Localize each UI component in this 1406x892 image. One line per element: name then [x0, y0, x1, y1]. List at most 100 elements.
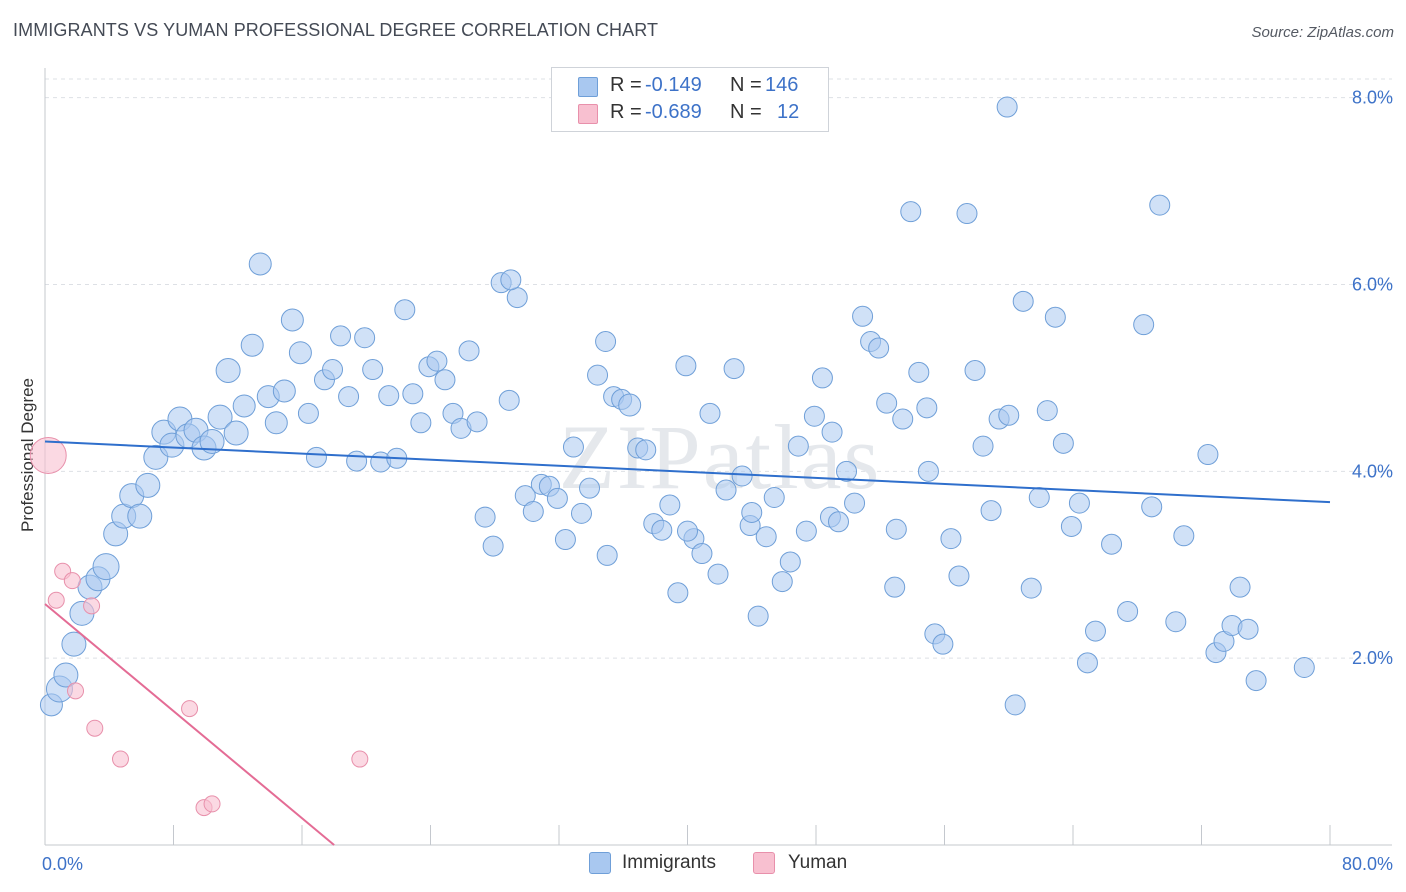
immigrants-point: [1293, 657, 1315, 679]
immigrants-point: [667, 582, 689, 604]
immigrants-trend-line: [44, 440, 1331, 504]
immigrants-point: [53, 662, 79, 688]
immigrants-point: [980, 500, 1002, 522]
y-tick-label: 8.0%: [1352, 88, 1393, 108]
immigrants-point: [691, 543, 713, 565]
immigrants-point: [410, 412, 432, 434]
yuman-point: [47, 591, 65, 609]
immigrants-point: [1044, 306, 1066, 328]
immigrants-point: [498, 389, 520, 411]
immigrants-point: [434, 369, 456, 391]
immigrants-point: [1149, 194, 1171, 216]
immigrants-point: [844, 492, 866, 514]
correlation-legend: R = -0.149 N = 146 R = -0.689 N = 12: [551, 67, 829, 132]
immigrants-point: [821, 421, 843, 443]
immigrants-point: [466, 411, 488, 433]
immigrants-point: [135, 472, 161, 498]
immigrants-point: [322, 359, 344, 381]
immigrants-point: [675, 355, 697, 377]
immigrants-point: [1237, 618, 1259, 640]
immigrants-point: [338, 386, 360, 408]
immigrants-point: [207, 404, 233, 430]
immigrants-point: [964, 359, 986, 381]
immigrants-point: [354, 327, 376, 349]
immigrants-point: [1036, 400, 1058, 422]
immigrants-point: [763, 486, 785, 508]
immigrants-point: [546, 487, 568, 509]
yuman-point: [86, 719, 104, 737]
immigrants-point: [127, 503, 153, 529]
immigrants-point: [771, 571, 793, 593]
r-label: R =: [610, 74, 642, 96]
immigrants-point: [500, 269, 522, 291]
immigrants-point: [868, 337, 890, 359]
immigrants-point: [1141, 496, 1163, 518]
immigrants-point: [570, 502, 592, 524]
immigrants-point: [1245, 670, 1267, 692]
immigrants-legend-label: Immigrants: [622, 852, 716, 873]
n-label: N =: [730, 101, 762, 123]
immigrants-point: [677, 520, 698, 542]
immigrants-point: [1076, 652, 1098, 674]
immigrants-point: [900, 201, 922, 223]
immigrants-point: [1068, 492, 1090, 514]
immigrants-point: [1012, 290, 1034, 312]
immigrants-point: [248, 252, 272, 276]
immigrants-point: [1052, 432, 1074, 454]
legend-row-immigrants: R = -0.149 N = 146: [552, 73, 828, 99]
immigrants-point: [741, 501, 763, 523]
immigrants-point: [755, 526, 777, 548]
immigrants-point: [240, 333, 264, 357]
immigrants-point: [917, 460, 939, 482]
immigrants-point: [852, 305, 874, 327]
immigrants-point: [635, 439, 657, 461]
immigrants-point: [659, 494, 681, 516]
immigrants-point: [972, 435, 994, 457]
immigrants-point: [1197, 444, 1219, 466]
immigrants-point: [940, 528, 962, 550]
immigrants-point: [1133, 314, 1155, 336]
immigrants-point: [1028, 486, 1050, 508]
immigrants-point: [482, 535, 504, 557]
yuman-point: [181, 700, 199, 718]
immigrants-point: [1117, 600, 1139, 622]
immigrants-point: [92, 553, 120, 581]
immigrants-point: [1229, 576, 1251, 598]
immigrants-point: [579, 477, 601, 499]
immigrants-point: [876, 392, 898, 414]
immigrants-point: [827, 511, 849, 533]
immigrants-point: [378, 385, 400, 407]
immigrants-point: [426, 350, 448, 372]
immigrants-point: [587, 364, 609, 386]
immigrants-point: [1004, 694, 1026, 716]
immigrants-point: [215, 357, 241, 383]
immigrants-point: [1173, 525, 1195, 547]
immigrants-point: [811, 367, 833, 389]
yuman-trend-line: [44, 603, 335, 846]
y-tick-label: 2.0%: [1352, 648, 1393, 668]
source-label: Source: ZipAtlas.com: [1251, 24, 1394, 41]
immigrants-point: [232, 394, 256, 418]
immigrants-point: [747, 605, 769, 627]
yuman-point: [83, 597, 101, 615]
immigrants-point: [723, 358, 745, 380]
immigrants-point: [996, 96, 1018, 118]
immigrants-point: [272, 379, 296, 403]
immigrants-point: [288, 341, 312, 365]
immigrants-point: [280, 308, 304, 332]
immigrants-point: [651, 519, 673, 541]
immigrants-point: [892, 408, 914, 430]
immigrants-legend-swatch: [589, 852, 611, 874]
immigrants-point: [554, 529, 576, 551]
immigrants-point: [948, 565, 970, 587]
immigrants-point: [836, 460, 858, 482]
yuman-point: [203, 795, 221, 813]
yuman-point: [351, 750, 369, 768]
immigrants-point: [199, 428, 225, 454]
immigrants-point: [61, 631, 87, 657]
yuman-legend-swatch: [753, 852, 775, 874]
immigrants-point: [1101, 533, 1123, 555]
n-value: 12: [777, 101, 800, 123]
immigrants-point: [1084, 620, 1106, 642]
immigrants-point: [1060, 515, 1082, 537]
